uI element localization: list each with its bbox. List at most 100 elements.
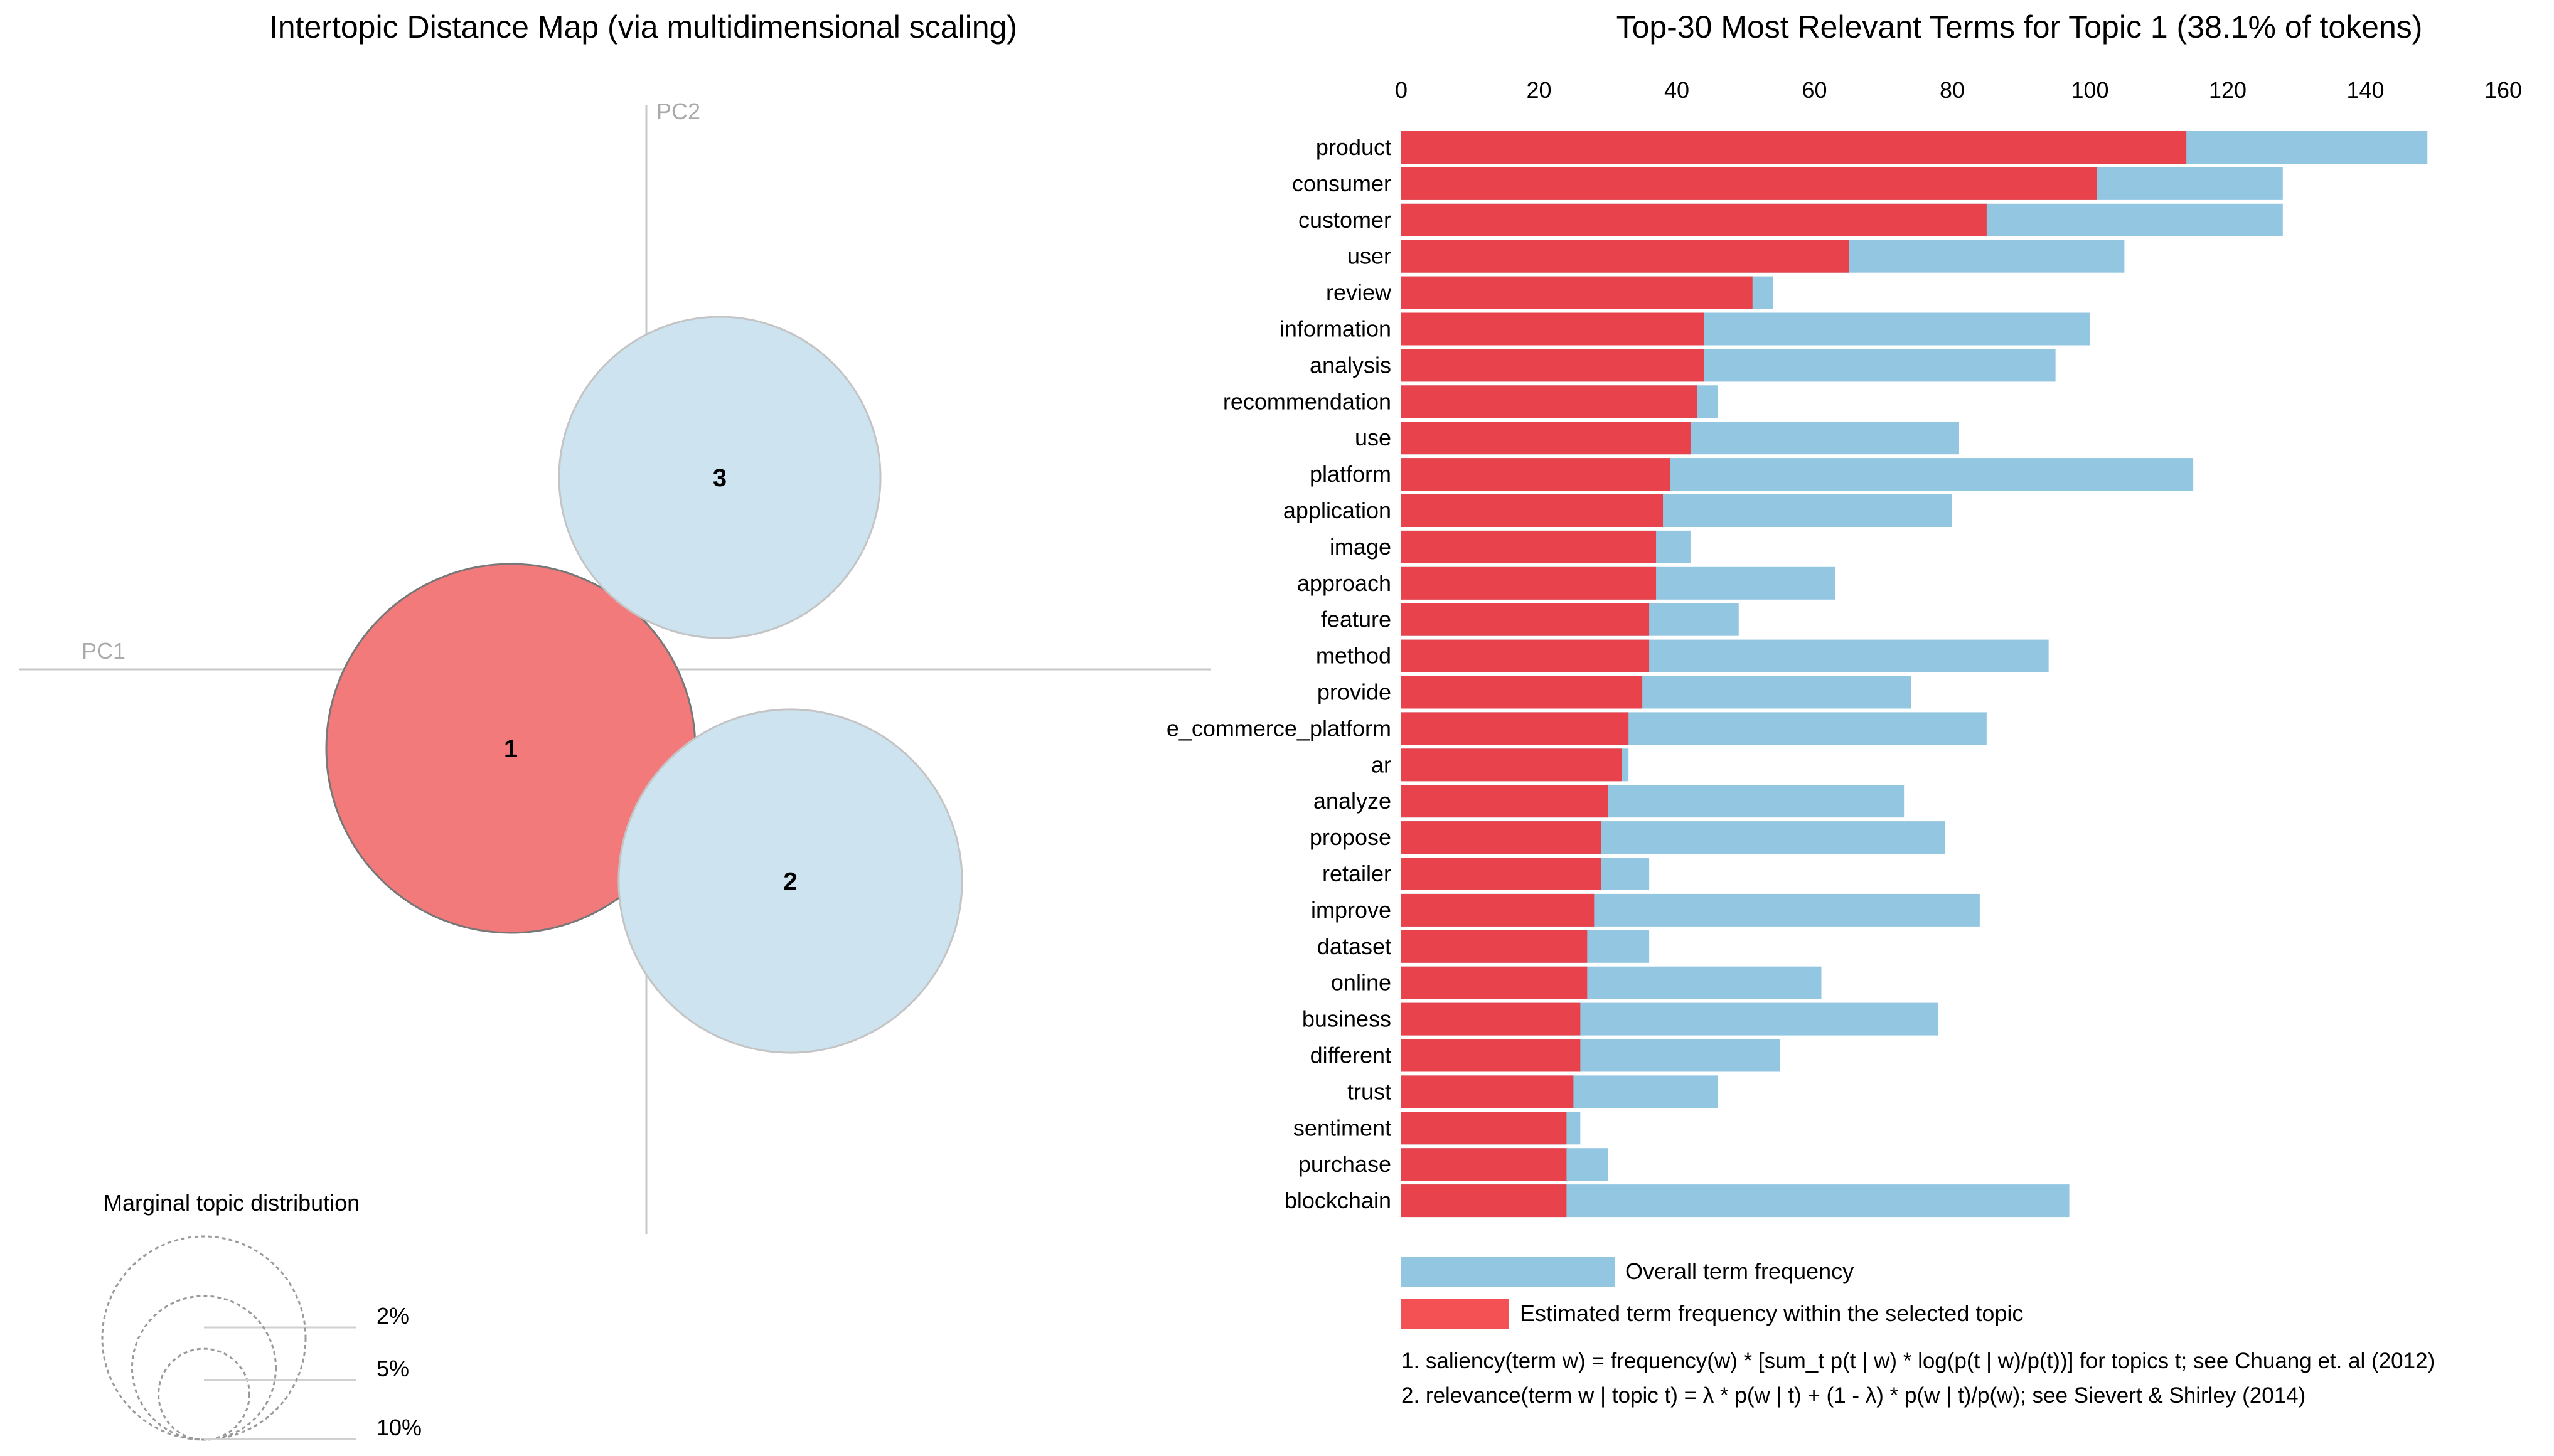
bar-topic-propose[interactable] xyxy=(1401,821,1601,854)
bar-topic-recommendation[interactable] xyxy=(1401,385,1697,418)
footnote-saliency: 1. saliency(term w) = frequency(w) * [su… xyxy=(1401,1349,2435,1373)
term-label-consumer[interactable]: consumer xyxy=(1292,171,1391,196)
bar-topic-dataset[interactable] xyxy=(1401,930,1588,963)
bar-topic-approach[interactable] xyxy=(1401,566,1657,600)
bar-topic-analyze[interactable] xyxy=(1401,785,1608,818)
x-tick-120: 120 xyxy=(2209,77,2247,103)
legend-label-topic: Estimated term frequency within the sele… xyxy=(1520,1300,2023,1326)
term-label-dataset[interactable]: dataset xyxy=(1317,933,1391,959)
footnote-relevance: 2. relevance(term w | topic t) = λ * p(w… xyxy=(1401,1383,2306,1408)
term-label-recommendation[interactable]: recommendation xyxy=(1223,388,1391,414)
bar-topic-online[interactable] xyxy=(1401,966,1588,999)
term-label-different[interactable]: different xyxy=(1310,1043,1391,1068)
bar-topic-user[interactable] xyxy=(1401,240,1849,273)
bar-topic-customer[interactable] xyxy=(1401,203,1987,236)
x-tick-0: 0 xyxy=(1395,77,1408,103)
marginal-circles: 2% 5% 10% xyxy=(101,1235,422,1441)
marginal-label-2: 2% xyxy=(377,1303,409,1329)
bar-legend: Overall term frequency Estimated term fr… xyxy=(1401,1257,2023,1329)
bar-topic-different[interactable] xyxy=(1401,1039,1581,1072)
term-label-user[interactable]: user xyxy=(1347,243,1391,269)
x-tick-160: 160 xyxy=(2484,77,2522,103)
x-tick-20: 20 xyxy=(1526,77,1551,103)
topic-circle-3[interactable] xyxy=(558,316,882,639)
topic-labels: 1 2 3 xyxy=(504,464,798,896)
term-label-analyze[interactable]: analyze xyxy=(1313,788,1391,814)
bar-topic-sentiment[interactable] xyxy=(1401,1112,1567,1145)
term-label-provide[interactable]: provide xyxy=(1317,679,1391,705)
term-label-product[interactable]: product xyxy=(1316,134,1391,160)
term-label-retailer[interactable]: retailer xyxy=(1322,861,1391,886)
bar-topic-consumer[interactable] xyxy=(1401,167,2097,200)
topic-number-3: 3 xyxy=(713,464,727,492)
bar-topic-feature[interactable] xyxy=(1401,603,1650,636)
bar-topic-retailer[interactable] xyxy=(1401,858,1601,890)
term-label-image[interactable]: image xyxy=(1330,534,1391,560)
term-label-feature[interactable]: feature xyxy=(1321,607,1391,632)
term-label-e_commerce_platform[interactable]: e_commerce_platform xyxy=(1167,715,1391,741)
bar-topic-analysis[interactable] xyxy=(1401,349,1704,382)
marginal-circle-5 xyxy=(131,1295,277,1441)
term-label-use[interactable]: use xyxy=(1355,425,1391,450)
term-label-purchase[interactable]: purchase xyxy=(1298,1151,1391,1177)
x-tick-100: 100 xyxy=(2071,77,2108,103)
bar-topic-method[interactable] xyxy=(1401,639,1650,672)
term-label-review[interactable]: review xyxy=(1326,280,1392,306)
x-tick-60: 60 xyxy=(1802,77,1827,103)
bar-series xyxy=(1401,131,2428,1218)
bar-topic-e_commerce_platform[interactable] xyxy=(1401,712,1629,745)
term-label-information[interactable]: information xyxy=(1280,316,1391,342)
bar-topic-trust[interactable] xyxy=(1401,1075,1574,1108)
legend-label-overall: Overall term frequency xyxy=(1625,1258,1854,1284)
bar-topic-ar[interactable] xyxy=(1401,748,1622,782)
marginal-circle-10 xyxy=(101,1235,307,1441)
pc1-label: PC1 xyxy=(82,638,126,664)
x-tick-140: 140 xyxy=(2346,77,2384,103)
term-label-customer[interactable]: customer xyxy=(1298,207,1391,233)
term-label-business[interactable]: business xyxy=(1302,1006,1391,1032)
marginal-label-5: 5% xyxy=(377,1356,409,1381)
bar-topic-information[interactable] xyxy=(1401,312,1704,346)
bar-topic-provide[interactable] xyxy=(1401,676,1643,709)
x-tick-80: 80 xyxy=(1940,77,1965,103)
term-label-approach[interactable]: approach xyxy=(1297,570,1391,596)
term-label-blockchain[interactable]: blockchain xyxy=(1285,1188,1391,1213)
legend-swatch-overall xyxy=(1401,1257,1615,1287)
term-label-improve[interactable]: improve xyxy=(1311,897,1391,923)
marginal-label-10: 10% xyxy=(377,1415,422,1440)
term-label-sentiment[interactable]: sentiment xyxy=(1293,1115,1391,1140)
mds-title: Intertopic Distance Map (via multidimens… xyxy=(269,9,1017,45)
bar-chart-title: Top-30 Most Relevant Terms for Topic 1 (… xyxy=(1616,9,2423,45)
marginal-legend-title: Marginal topic distribution xyxy=(104,1190,360,1216)
term-label-trust[interactable]: trust xyxy=(1347,1078,1391,1104)
topic-circle-2[interactable] xyxy=(617,708,963,1054)
bar-topic-image[interactable] xyxy=(1401,530,1657,563)
marginal-legend: Marginal topic distribution 2% 5% 10% xyxy=(101,1190,422,1441)
bar-topic-blockchain[interactable] xyxy=(1401,1184,1567,1218)
term-label-propose[interactable]: propose xyxy=(1310,824,1391,850)
bar-x-axis: 0 20 40 60 80 100 120 140 160 xyxy=(1395,77,2522,103)
topic-number-1: 1 xyxy=(504,735,518,763)
legend-swatch-topic xyxy=(1401,1299,1509,1329)
bar-topic-purchase[interactable] xyxy=(1401,1148,1567,1181)
bar-topic-application[interactable] xyxy=(1401,494,1664,527)
term-label-platform[interactable]: platform xyxy=(1310,461,1391,487)
bar-topic-improve[interactable] xyxy=(1401,893,1595,927)
term-label-ar[interactable]: ar xyxy=(1371,752,1391,777)
bar-topic-business[interactable] xyxy=(1401,1002,1581,1036)
bar-topic-product[interactable] xyxy=(1401,131,2187,164)
bar-topic-review[interactable] xyxy=(1401,276,1753,309)
marginal-circle-2 xyxy=(158,1347,250,1441)
term-label-application[interactable]: application xyxy=(1283,497,1391,523)
term-label-analysis[interactable]: analysis xyxy=(1310,352,1391,378)
term-label-online[interactable]: online xyxy=(1331,970,1391,996)
bar-topic-use[interactable] xyxy=(1401,422,1691,455)
pc2-label: PC2 xyxy=(656,98,700,124)
x-tick-40: 40 xyxy=(1664,77,1689,103)
term-labels: product consumer customer user review informa… xyxy=(1167,134,1392,1213)
bar-topic-platform[interactable] xyxy=(1401,458,1670,491)
term-label-method[interactable]: method xyxy=(1316,643,1391,669)
topic-number-2: 2 xyxy=(783,868,797,896)
topic-circles xyxy=(325,316,963,1054)
